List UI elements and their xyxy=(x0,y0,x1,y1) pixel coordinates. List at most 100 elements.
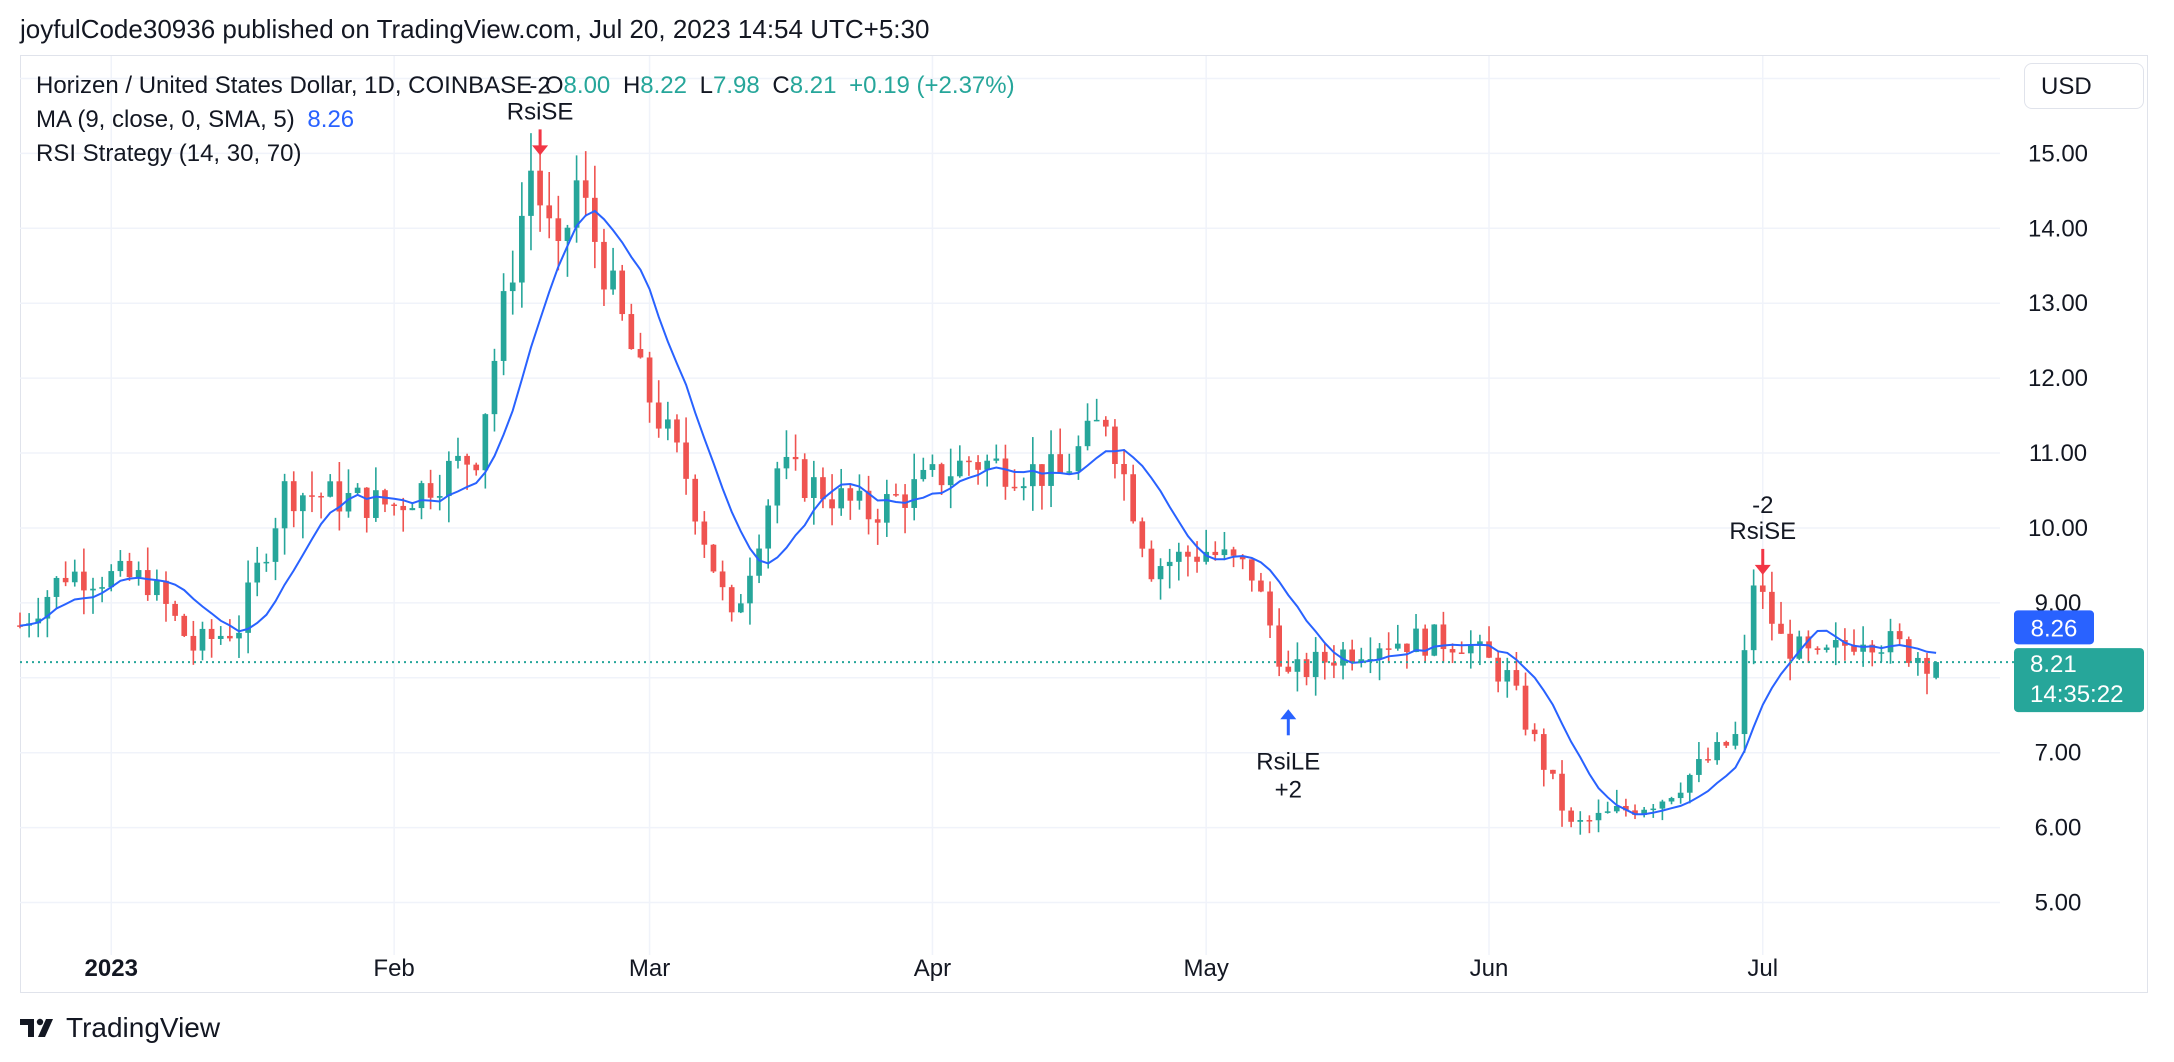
candle-body xyxy=(464,455,470,465)
chart-frame xyxy=(20,55,2148,993)
candle-body xyxy=(1504,670,1511,682)
candle-body xyxy=(1696,759,1702,775)
candle-body xyxy=(217,635,224,639)
candle-body xyxy=(865,490,872,520)
candle-body xyxy=(117,560,124,572)
x-tick-label: 2023 xyxy=(85,955,138,982)
candle-body xyxy=(17,625,23,627)
candle-body xyxy=(1650,808,1657,811)
signal-qty: +2 xyxy=(1275,776,1302,803)
candle-body xyxy=(1778,623,1784,634)
candle-body xyxy=(1084,420,1091,447)
change-value: +0.19 (+2.37%) xyxy=(849,72,1015,99)
candle-body xyxy=(956,460,963,477)
candle-body xyxy=(601,241,607,290)
candle-body xyxy=(528,170,534,216)
candle-body xyxy=(655,402,662,429)
tradingview-logo[interactable]: TradingView xyxy=(20,1012,220,1044)
candle-body xyxy=(564,227,571,241)
candle-body xyxy=(190,635,197,651)
candle-body xyxy=(1686,774,1693,793)
candle-body xyxy=(1258,580,1264,592)
candle-body xyxy=(938,464,945,486)
candle-body xyxy=(35,618,42,624)
candle-body xyxy=(637,349,644,358)
candle-body xyxy=(1175,551,1182,562)
symbol-legend-row: Horizen / United States Dollar, 1D, COIN… xyxy=(36,72,1021,100)
candle-body xyxy=(774,468,781,506)
candle-body xyxy=(1759,585,1766,592)
candle-body xyxy=(1814,648,1821,650)
candle-body xyxy=(1623,805,1629,811)
open-label: O xyxy=(544,72,564,99)
candle-body xyxy=(747,575,753,604)
candle-body xyxy=(1020,486,1027,489)
candle-body xyxy=(245,582,251,633)
candle-body xyxy=(947,476,954,486)
candle-body xyxy=(135,570,142,578)
candle-body xyxy=(1869,644,1876,653)
candle-body xyxy=(491,360,498,415)
candle-body xyxy=(1331,662,1337,666)
y-tick-label: 5.00 xyxy=(2035,890,2082,917)
low-label: L xyxy=(699,72,714,99)
candle-body xyxy=(99,587,105,589)
candle-body xyxy=(1048,454,1054,486)
candle-body xyxy=(1394,643,1401,649)
candle-body xyxy=(1221,549,1228,556)
candle-body xyxy=(1194,556,1200,562)
candle-body xyxy=(1057,454,1064,473)
y-tick-label: 13.00 xyxy=(2028,290,2088,317)
candle-body xyxy=(820,477,826,500)
candle-body xyxy=(911,479,918,508)
candle-body xyxy=(336,481,343,512)
candle-body xyxy=(1486,641,1492,658)
candle-body xyxy=(1267,591,1273,626)
ma-line xyxy=(19,209,1937,816)
candle-body xyxy=(692,478,699,522)
candle-body xyxy=(327,481,334,497)
y-tick-label: 6.00 xyxy=(2035,815,2082,842)
candle-body xyxy=(902,494,908,508)
candle-body xyxy=(1312,651,1319,678)
signal-label: RsiSE xyxy=(1729,518,1796,545)
candle-body xyxy=(1851,645,1857,652)
candle-body xyxy=(856,490,863,501)
candle-body xyxy=(1787,633,1793,659)
strategy-label: RSI Strategy (14, 30, 70) xyxy=(36,140,302,167)
currency-button[interactable]: USD xyxy=(2024,63,2144,109)
candle-body xyxy=(1924,657,1930,674)
candle-body xyxy=(1905,639,1912,663)
y-tick-label: 11.00 xyxy=(2029,440,2087,467)
candle-body xyxy=(1477,641,1483,646)
candle-body xyxy=(792,456,799,460)
candle-body xyxy=(1385,648,1392,650)
candle-body xyxy=(555,218,562,241)
candle-body xyxy=(1933,662,1939,678)
candle-body xyxy=(838,488,845,509)
candle-body xyxy=(1878,652,1885,654)
x-tick-label: Apr xyxy=(914,955,951,982)
candle-body xyxy=(1112,426,1118,464)
candle-body xyxy=(1467,645,1474,654)
candle-body xyxy=(1321,651,1328,663)
y-tick-label: 15.00 xyxy=(2028,140,2088,167)
ma-price-badge xyxy=(2014,610,2094,645)
candle-body xyxy=(1029,464,1036,487)
ma-legend-row[interactable]: MA (9, close, 0, SMA, 5) 8.26 xyxy=(36,106,360,134)
candle-body xyxy=(345,493,352,512)
candle-body xyxy=(1805,636,1812,649)
candle-body xyxy=(281,481,288,529)
candle-body xyxy=(1157,566,1164,580)
published-line: joyfulCode30936 published on TradingView… xyxy=(20,14,930,44)
candle-body xyxy=(628,314,635,350)
candle-body xyxy=(1750,585,1757,651)
candle-body xyxy=(309,495,315,497)
candle-body xyxy=(810,477,817,498)
candle-body xyxy=(354,487,361,494)
candle-body xyxy=(509,282,516,292)
candle-body xyxy=(154,580,160,596)
strategy-legend-row[interactable]: RSI Strategy (14, 30, 70) xyxy=(36,140,307,168)
candle-body xyxy=(1440,624,1447,650)
